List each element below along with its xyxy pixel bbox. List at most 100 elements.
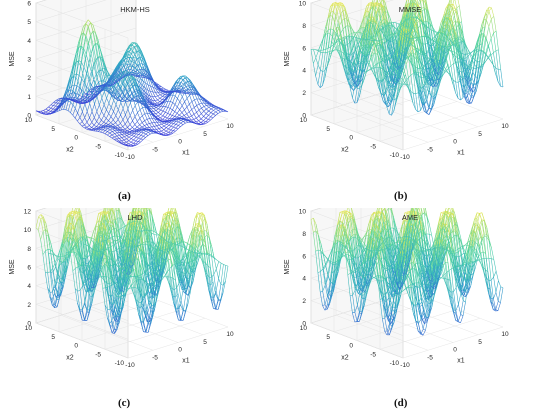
x2-tick-label: 5 [326,126,330,133]
x2-tick-label: -10 [390,360,400,367]
x2-tick-label: -5 [370,351,376,358]
z-tick-label: 1 [27,94,31,101]
x1-tick-label: 0 [178,347,182,354]
caption-c: (c) [118,397,131,409]
x1-tick-label: 0 [453,347,457,354]
x1-tick-label: 10 [226,123,234,130]
z-tick-label: 5 [27,19,31,26]
tick-labels: 0 2 4 6 8 10 -10 -5 0 5 10 -10 -5 0 5 10 [299,209,509,370]
chart-title: MMSE [399,5,422,14]
surface-plot-hkm-hs: 0 1 2 3 4 5 6 -10 -5 0 5 10 -10 -5 0 5 10 HKM-HS MSE x1 x2 [0,0,275,186]
x2-tick-label: 0 [74,135,78,142]
surface-svg: 0 1 2 3 4 5 6 -10 -5 0 5 10 -10 -5 0 5 10 HKM-HS MSE x1 x2 [9,0,234,162]
z-tick-label: 12 [24,209,32,216]
x1-tick-label: -10 [400,362,410,369]
z-tick-label: 8 [27,246,31,253]
z-tick-label: 4 [302,68,306,75]
tick-labels: 0 2 4 6 8 10 12 -10 -5 0 5 10 -10 -5 0 5 10 [24,209,234,370]
z-axis-label: MSE [9,259,16,275]
surface-plot-ame: 0 2 4 6 8 10 -10 -5 0 5 10 -10 -5 0 5 10 AME MSE x1 x2 [275,179,550,394]
chart-title: AME [402,213,418,222]
x2-tick-label: -10 [390,152,400,159]
x1-tick-label: -10 [400,154,410,161]
z-tick-label: 4 [27,38,31,45]
z-tick-label: 4 [27,283,31,290]
surface-mesh [310,0,504,116]
surface-svg: 0 2 4 6 8 10 12 -10 -5 0 5 10 -10 -5 0 5 10 LHD MSE x1 x2 [9,179,234,370]
z-tick-label: 0 [302,321,306,328]
surface-mesh [310,191,504,336]
x1-tick-label: -5 [427,354,433,361]
x2-tick-label: 0 [74,343,78,350]
tick-labels: 0 1 2 3 4 5 6 -10 -5 0 5 10 -10 -5 0 5 10 [25,1,234,162]
surface-svg: 0 2 4 6 8 10 -10 -5 0 5 10 -10 -5 0 5 10 AME MSE x1 x2 [284,179,509,370]
x2-tick-label: 10 [25,325,33,332]
x1-tick-label: -5 [427,146,433,153]
z-tick-label: 0 [302,113,306,120]
x2-tick-label: 10 [300,325,308,332]
x1-axis-label: x1 [457,358,465,365]
x1-tick-label: 0 [453,139,457,146]
x1-tick-label: -10 [125,154,135,161]
x1-tick-label: -10 [125,362,135,369]
x2-tick-label: -10 [115,360,125,367]
z-axis-label: MSE [9,51,16,67]
x2-axis-label: x2 [66,147,74,154]
x1-tick-label: 5 [478,339,482,346]
z-axis-label: MSE [284,259,291,275]
x1-tick-label: 5 [478,131,482,138]
z-tick-label: 6 [302,45,306,52]
z-tick-label: 2 [27,302,31,309]
surface-plot-lhd: 0 2 4 6 8 10 12 -10 -5 0 5 10 -10 -5 0 5 10 LHD MSE x1 x2 [0,179,275,394]
x2-tick-label: -5 [95,143,101,150]
x2-axis-label: x2 [341,355,349,362]
x2-tick-label: 10 [25,117,33,124]
z-tick-label: 2 [302,298,306,305]
x1-tick-label: 5 [203,339,207,346]
x2-tick-label: -5 [370,143,376,150]
x2-tick-label: 0 [349,343,353,350]
z-tick-label: 10 [299,1,307,8]
x2-tick-label: 5 [326,334,330,341]
x2-tick-label: 10 [300,117,308,124]
z-axis-label: MSE [284,51,291,67]
z-tick-label: 10 [299,209,307,216]
x1-tick-label: 0 [178,139,182,146]
z-tick-label: 6 [302,253,306,260]
x2-tick-label: -10 [115,152,125,159]
x1-tick-label: -5 [152,146,158,153]
x2-tick-label: -5 [95,351,101,358]
caption-a: (a) [118,190,131,202]
x2-axis-label: x2 [66,355,74,362]
x1-axis-label: x1 [182,150,190,157]
z-tick-label: 2 [302,90,306,97]
surface-svg: 0 2 4 6 8 10 -10 -5 0 5 10 -10 -5 0 5 10 MMSE MSE x1 x2 [284,0,509,162]
x1-tick-label: 10 [226,331,234,338]
x1-axis-label: x1 [457,150,465,157]
x2-axis-label: x2 [341,147,349,154]
z-tick-label: 0 [27,113,31,120]
tick-labels: 0 2 4 6 8 10 -10 -5 0 5 10 -10 -5 0 5 10 [299,1,509,162]
caption-d: (d) [394,397,408,409]
surface-mesh [35,19,229,147]
surface-mesh [35,189,229,334]
x2-tick-label: 5 [51,126,55,133]
z-tick-label: 10 [24,227,32,234]
x2-tick-label: 0 [349,135,353,142]
z-tick-label: 6 [27,1,31,8]
x1-axis-label: x1 [182,358,190,365]
x1-tick-label: 10 [501,123,509,130]
x2-tick-label: 5 [51,334,55,341]
x1-tick-label: -5 [152,354,158,361]
z-tick-label: 3 [27,57,31,64]
x1-tick-label: 10 [501,331,509,338]
z-tick-label: 8 [302,23,306,30]
z-tick-label: 2 [27,75,31,82]
z-tick-label: 4 [302,276,306,283]
chart-title: LHD [127,213,143,222]
caption-b: (b) [394,190,408,202]
surface-plot-mmse: 0 2 4 6 8 10 -10 -5 0 5 10 -10 -5 0 5 10 MMSE MSE x1 x2 [275,0,550,186]
z-tick-label: 8 [302,231,306,238]
chart-title: HKM-HS [120,5,150,14]
z-tick-label: 0 [27,321,31,328]
